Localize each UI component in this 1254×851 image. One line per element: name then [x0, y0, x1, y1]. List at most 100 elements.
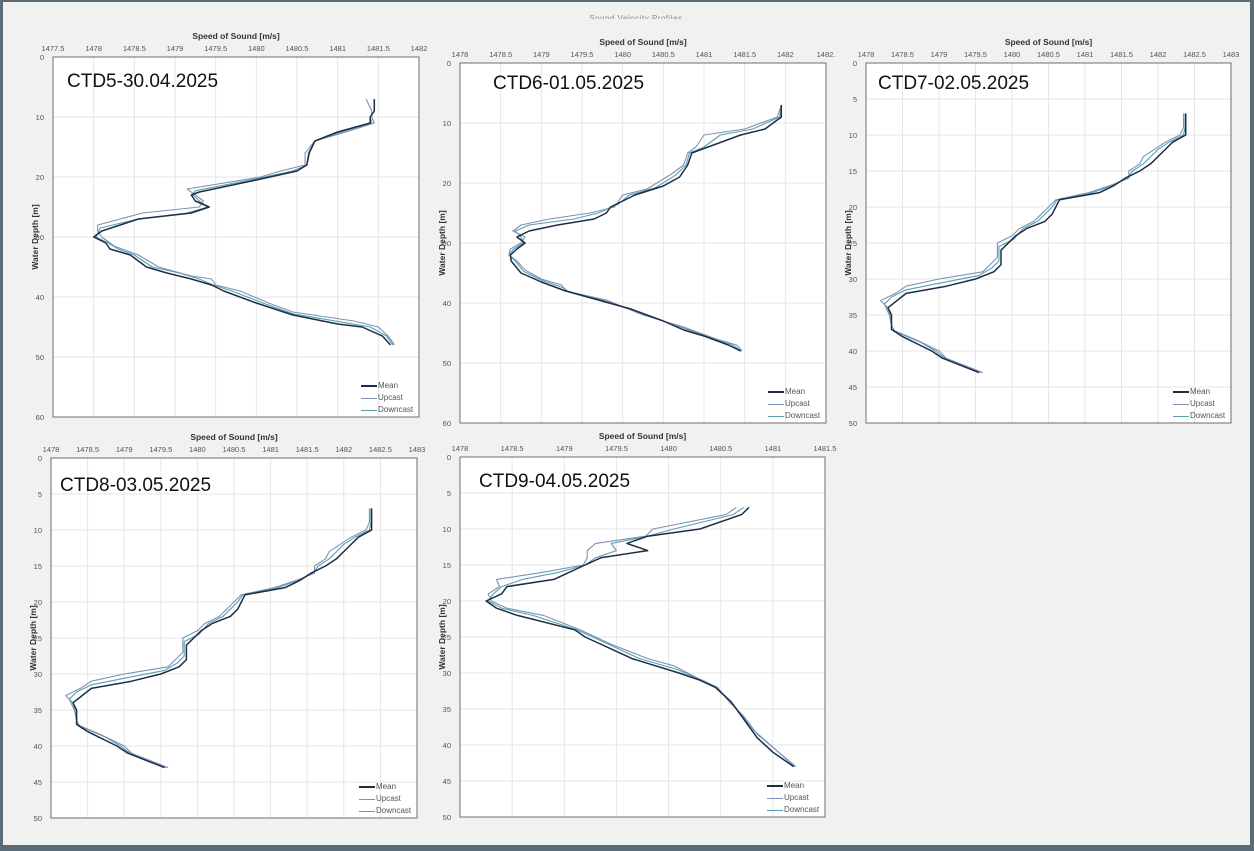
- svg-text:1481.5: 1481.5: [1110, 50, 1133, 59]
- y-tick-labels: 0 5 10 15 20 25 30 35 40 45 50: [34, 454, 42, 823]
- svg-text:1479: 1479: [116, 445, 133, 454]
- y-tick-labels: 0 5 10 15 20 25 30 35 40 45 50: [849, 59, 857, 428]
- svg-text:1480: 1480: [1004, 50, 1021, 59]
- legend: Mean Upcast Downcast: [361, 380, 413, 416]
- legend-label: Mean: [376, 782, 397, 791]
- svg-text:20: 20: [443, 179, 451, 188]
- chart-title: CTD6-01.05.2025: [493, 73, 645, 94]
- svg-text:1482: 1482: [777, 50, 794, 59]
- svg-text:1480.5: 1480.5: [223, 445, 246, 454]
- svg-text:20: 20: [36, 173, 44, 182]
- svg-text:1478.5: 1478.5: [501, 444, 524, 453]
- chart-title: CTD7-02.05.2025: [878, 73, 1030, 94]
- legend-label: Mean: [784, 781, 805, 790]
- legend-swatch-icon: [1173, 403, 1189, 405]
- x-tick-labels: 1478 1478.5 1479 1479.5 1480 1480.5 1481 1481.5…: [452, 50, 836, 59]
- data-series: [485, 506, 797, 768]
- svg-text:1481: 1481: [1077, 50, 1094, 59]
- svg-text:1479: 1479: [167, 44, 184, 53]
- legend-item-upcast: Upcast: [359, 793, 411, 805]
- svg-text:1481: 1481: [262, 445, 279, 454]
- x-axis-label: Speed of Sound [m/s]: [1004, 37, 1093, 47]
- svg-text:30: 30: [443, 669, 451, 678]
- svg-text:1481: 1481: [329, 44, 346, 53]
- svg-text:1483: 1483: [1223, 50, 1240, 59]
- svg-text:25: 25: [34, 634, 42, 643]
- legend-item-mean: Mean: [768, 386, 820, 398]
- svg-text:1480: 1480: [614, 50, 631, 59]
- svg-text:35: 35: [34, 706, 42, 715]
- legend-swatch-icon: [361, 385, 377, 387]
- legend-swatch-icon: [1173, 391, 1189, 393]
- svg-text:1478.5: 1478.5: [891, 50, 914, 59]
- data-series: [65, 508, 373, 769]
- x-tick-labels: 1477.5 1478 1478.5 1479 1479.5 1480 1480.5 1481…: [42, 44, 428, 53]
- legend-swatch-icon: [768, 403, 784, 405]
- legend-item-mean: Mean: [1173, 386, 1225, 398]
- svg-text:1479.5: 1479.5: [204, 44, 227, 53]
- svg-text:40: 40: [34, 742, 42, 751]
- svg-text:1482: 1482: [1150, 50, 1167, 59]
- legend: Mean Upcast Downcast: [768, 386, 820, 422]
- svg-text:1478.5: 1478.5: [76, 445, 99, 454]
- chart-title: CTD5-30.04.2025: [67, 71, 219, 92]
- svg-text:1479.5: 1479.5: [605, 444, 628, 453]
- legend-swatch-icon: [361, 397, 377, 399]
- svg-text:45: 45: [34, 778, 42, 787]
- svg-text:1481.5: 1481.5: [367, 44, 390, 53]
- y-tick-labels: 0 10 20 30 40 50 60: [36, 53, 44, 422]
- svg-text:20: 20: [34, 598, 42, 607]
- data-series: [92, 98, 396, 346]
- svg-text:1482.5: 1482.5: [369, 445, 392, 454]
- legend-item-downcast: Downcast: [767, 804, 819, 816]
- x-axis-label: Speed of Sound [m/s]: [192, 31, 280, 41]
- svg-text:20: 20: [443, 597, 451, 606]
- svg-text:10: 10: [849, 131, 857, 140]
- legend-label: Downcast: [784, 805, 820, 814]
- svg-text:30: 30: [443, 239, 451, 248]
- svg-text:1478: 1478: [43, 445, 60, 454]
- svg-text:25: 25: [443, 633, 451, 642]
- svg-text:1480.5: 1480.5: [286, 44, 309, 53]
- legend: Mean Upcast Downcast: [359, 781, 411, 817]
- svg-text:1477.5: 1477.5: [42, 44, 65, 53]
- svg-text:0: 0: [447, 59, 451, 68]
- svg-text:1480.5: 1480.5: [709, 444, 732, 453]
- svg-text:1480: 1480: [660, 444, 677, 453]
- data-series: [880, 113, 1187, 374]
- legend-label: Upcast: [376, 794, 401, 803]
- svg-text:1479: 1479: [931, 50, 948, 59]
- svg-text:60: 60: [36, 413, 44, 422]
- figure-frame: Sound Velocity Profiles 1477.5 1478 1478.5…: [3, 2, 1250, 845]
- svg-text:50: 50: [36, 353, 44, 362]
- svg-text:45: 45: [849, 383, 857, 392]
- x-axis-label: Speed of Sound [m/s]: [599, 37, 687, 47]
- svg-text:25: 25: [849, 239, 857, 248]
- svg-text:1478: 1478: [858, 50, 875, 59]
- chart-svg: 1477.5 1478 1478.5 1479 1479.5 1480 1480.5 1481…: [36, 44, 428, 422]
- legend-item-upcast: Upcast: [1173, 398, 1225, 410]
- svg-text:10: 10: [443, 525, 451, 534]
- legend-label: Upcast: [784, 793, 809, 802]
- legend-swatch-icon: [1173, 415, 1189, 417]
- svg-text:1482: 1482: [335, 445, 352, 454]
- chart-svg: 1478 1478.5 1479 1479.5 1480 1480.5 1481 1481.5…: [443, 50, 836, 428]
- svg-text:1481.5: 1481.5: [733, 50, 756, 59]
- svg-text:0: 0: [40, 53, 44, 62]
- svg-text:1481.5: 1481.5: [296, 445, 319, 454]
- svg-text:40: 40: [36, 293, 44, 302]
- chart-svg: 1478 1478.5 1479 1479.5 1480 1480.5 1481 1481.5…: [443, 444, 837, 822]
- gridlines: [865, 62, 1232, 424]
- legend-swatch-icon: [359, 810, 375, 812]
- svg-text:35: 35: [443, 705, 451, 714]
- svg-text:1479.5: 1479.5: [571, 50, 594, 59]
- legend-swatch-icon: [767, 809, 783, 811]
- legend-swatch-icon: [768, 415, 784, 417]
- legend-label: Mean: [1190, 387, 1211, 396]
- y-tick-labels: 0 5 10 15 20 25 30 35 40 45 50: [443, 453, 451, 822]
- svg-text:45: 45: [443, 777, 451, 786]
- svg-text:10: 10: [443, 119, 451, 128]
- legend-swatch-icon: [359, 786, 375, 788]
- svg-text:40: 40: [443, 741, 451, 750]
- svg-text:15: 15: [849, 167, 857, 176]
